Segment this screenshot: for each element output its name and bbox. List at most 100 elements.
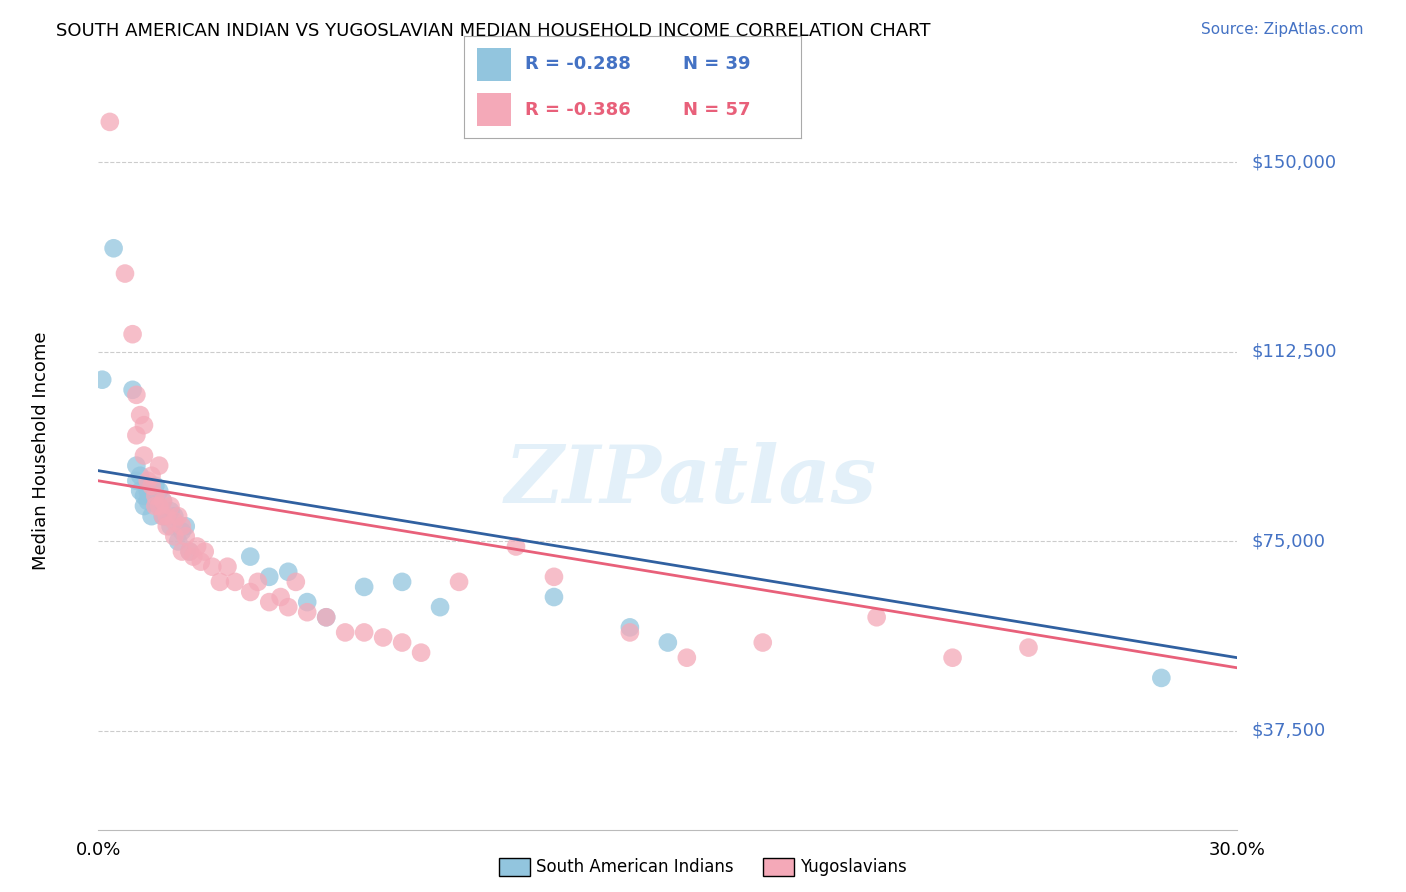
Point <box>145 494 167 508</box>
Text: South American Indians: South American Indians <box>536 858 734 876</box>
Point <box>152 509 174 524</box>
Point <box>170 524 193 539</box>
Point <box>619 625 641 640</box>
Point <box>270 590 292 604</box>
Point <box>141 479 163 493</box>
Point <box>174 529 197 543</box>
Text: SOUTH AMERICAN INDIAN VS YUGOSLAVIAN MEDIAN HOUSEHOLD INCOME CORRELATION CHART: SOUTH AMERICAN INDIAN VS YUGOSLAVIAN MED… <box>56 22 931 40</box>
Point <box>132 489 155 503</box>
Point <box>125 388 148 402</box>
Point <box>315 610 337 624</box>
Point <box>208 574 231 589</box>
Point <box>190 555 212 569</box>
Text: N = 57: N = 57 <box>683 101 751 119</box>
Point <box>121 383 143 397</box>
Point <box>136 494 159 508</box>
Point <box>170 544 193 558</box>
Point <box>159 504 181 518</box>
Point <box>98 115 121 129</box>
Text: $150,000: $150,000 <box>1251 153 1336 171</box>
Point <box>371 631 394 645</box>
Text: Yugoslavians: Yugoslavians <box>800 858 907 876</box>
Point <box>619 620 641 634</box>
Point <box>163 509 186 524</box>
Point <box>163 514 186 528</box>
Point <box>125 428 148 442</box>
Bar <box>478 93 512 126</box>
Point <box>114 267 136 281</box>
Point <box>201 559 224 574</box>
Point <box>156 519 179 533</box>
Point <box>159 519 181 533</box>
Point <box>183 549 205 564</box>
Point <box>543 590 565 604</box>
Point <box>136 474 159 488</box>
Point <box>136 483 159 498</box>
Point <box>152 494 174 508</box>
Point <box>148 499 170 513</box>
Point <box>391 574 413 589</box>
Point <box>676 650 699 665</box>
Point <box>449 574 471 589</box>
Point <box>174 519 197 533</box>
Text: N = 39: N = 39 <box>683 55 751 73</box>
Point <box>657 635 679 649</box>
Point <box>353 625 375 640</box>
Point <box>152 509 174 524</box>
Point <box>145 499 167 513</box>
Point <box>391 635 413 649</box>
Text: $37,500: $37,500 <box>1251 722 1326 740</box>
Point <box>866 610 889 624</box>
Point <box>429 600 451 615</box>
Text: Source: ZipAtlas.com: Source: ZipAtlas.com <box>1201 22 1364 37</box>
Point <box>1018 640 1040 655</box>
Point <box>246 574 269 589</box>
Point <box>141 468 163 483</box>
Point <box>141 489 163 503</box>
Point <box>145 489 167 503</box>
Point <box>942 650 965 665</box>
Point <box>297 595 319 609</box>
Point <box>239 585 262 599</box>
Point <box>505 540 527 554</box>
Point <box>145 479 167 493</box>
Point <box>125 458 148 473</box>
Point <box>259 570 281 584</box>
Point <box>148 499 170 513</box>
Point <box>752 635 775 649</box>
Point <box>132 449 155 463</box>
Point <box>179 544 201 558</box>
Point <box>1150 671 1173 685</box>
Point <box>224 574 246 589</box>
Point <box>167 509 190 524</box>
Text: $112,500: $112,500 <box>1251 343 1337 361</box>
Point <box>129 408 152 422</box>
Point <box>297 605 319 619</box>
Point <box>129 483 152 498</box>
Point <box>217 559 239 574</box>
Point <box>103 241 125 255</box>
Point <box>284 574 307 589</box>
Point <box>148 458 170 473</box>
Point <box>411 646 433 660</box>
Bar <box>478 48 512 81</box>
Point <box>125 474 148 488</box>
Point <box>163 529 186 543</box>
Point <box>277 600 299 615</box>
Point <box>156 509 179 524</box>
Point <box>170 519 193 533</box>
Point <box>129 468 152 483</box>
Point <box>132 499 155 513</box>
Point <box>167 534 190 549</box>
Point <box>156 509 179 524</box>
Point <box>239 549 262 564</box>
Text: R = -0.386: R = -0.386 <box>524 101 630 119</box>
Point <box>315 610 337 624</box>
Point <box>132 418 155 433</box>
Point <box>91 373 114 387</box>
Point <box>277 565 299 579</box>
Point <box>194 544 217 558</box>
Point <box>152 494 174 508</box>
Text: $75,000: $75,000 <box>1251 533 1326 550</box>
Point <box>259 595 281 609</box>
